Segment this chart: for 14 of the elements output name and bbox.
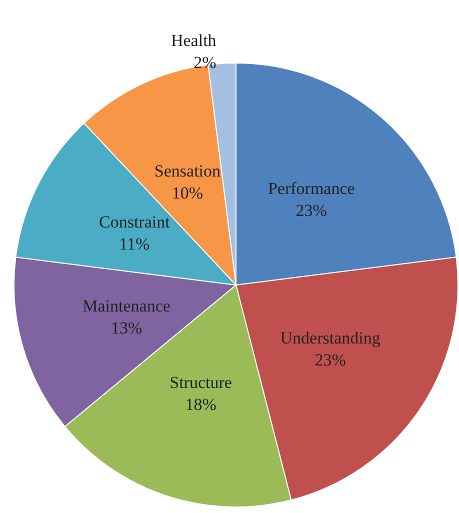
- data-label: 10%: [172, 183, 204, 202]
- slice-label: Constraint: [99, 212, 170, 232]
- data-label: 23%: [314, 350, 346, 370]
- data-label: 11%: [119, 234, 150, 254]
- slice-label: Health: [170, 30, 217, 50]
- slice-label: Structure: [170, 372, 232, 392]
- data-label: 2%: [194, 52, 216, 72]
- data-label: 13%: [110, 318, 142, 338]
- slice-label: Understanding: [280, 328, 381, 348]
- data-label: 18%: [185, 394, 216, 414]
- slice-label: Performance: [268, 178, 355, 198]
- slice-label: Maintenance: [82, 296, 170, 316]
- data-label: 23%: [296, 200, 327, 220]
- slice-label: Sensation: [154, 161, 222, 180]
